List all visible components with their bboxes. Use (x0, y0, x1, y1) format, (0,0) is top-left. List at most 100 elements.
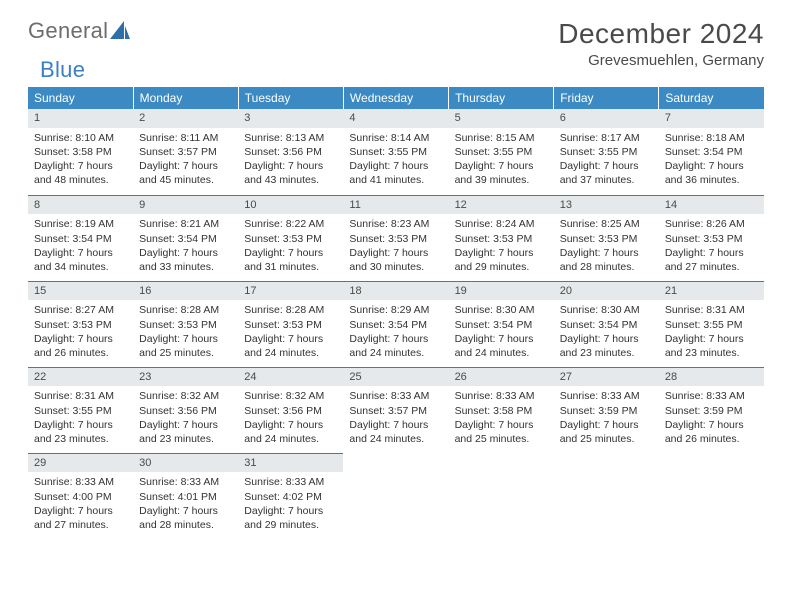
day-body: Sunrise: 8:14 AMSunset: 3:55 PMDaylight:… (343, 128, 448, 192)
day-cell: 17Sunrise: 8:28 AMSunset: 3:53 PMDayligh… (238, 281, 343, 367)
table-row: 1Sunrise: 8:10 AMSunset: 3:58 PMDaylight… (28, 109, 764, 195)
day-cell: 27Sunrise: 8:33 AMSunset: 3:59 PMDayligh… (554, 367, 659, 453)
day-body: Sunrise: 8:30 AMSunset: 3:54 PMDaylight:… (554, 300, 659, 364)
day-number: 9 (133, 196, 238, 215)
day-body: Sunrise: 8:13 AMSunset: 3:56 PMDaylight:… (238, 128, 343, 192)
day-cell: 15Sunrise: 8:27 AMSunset: 3:53 PMDayligh… (28, 281, 133, 367)
day-body: Sunrise: 8:25 AMSunset: 3:53 PMDaylight:… (554, 214, 659, 278)
day-number: 19 (449, 282, 554, 301)
calendar-page: General December 2024 Grevesmuehlen, Ger… (0, 0, 792, 549)
day-number: 25 (343, 368, 448, 387)
day-cell: 23Sunrise: 8:32 AMSunset: 3:56 PMDayligh… (133, 367, 238, 453)
title-block: December 2024 Grevesmuehlen, Germany (558, 18, 764, 69)
day-cell: 30Sunrise: 8:33 AMSunset: 4:01 PMDayligh… (133, 453, 238, 539)
logo: General (28, 18, 132, 44)
day-cell: 24Sunrise: 8:32 AMSunset: 3:56 PMDayligh… (238, 367, 343, 453)
day-number: 13 (554, 196, 659, 215)
day-body: Sunrise: 8:33 AMSunset: 4:02 PMDaylight:… (238, 472, 343, 536)
day-number: 18 (343, 282, 448, 301)
table-row: 29Sunrise: 8:33 AMSunset: 4:00 PMDayligh… (28, 453, 764, 539)
day-cell (659, 453, 764, 539)
day-body: Sunrise: 8:28 AMSunset: 3:53 PMDaylight:… (238, 300, 343, 364)
day-body: Sunrise: 8:32 AMSunset: 3:56 PMDaylight:… (238, 386, 343, 450)
day-body: Sunrise: 8:24 AMSunset: 3:53 PMDaylight:… (449, 214, 554, 278)
day-body: Sunrise: 8:29 AMSunset: 3:54 PMDaylight:… (343, 300, 448, 364)
day-number: 21 (659, 282, 764, 301)
day-number: 2 (133, 109, 238, 128)
day-body: Sunrise: 8:28 AMSunset: 3:53 PMDaylight:… (133, 300, 238, 364)
day-cell (449, 453, 554, 539)
day-number: 5 (449, 109, 554, 128)
day-body: Sunrise: 8:33 AMSunset: 3:59 PMDaylight:… (659, 386, 764, 450)
day-body: Sunrise: 8:31 AMSunset: 3:55 PMDaylight:… (659, 300, 764, 364)
table-row: 15Sunrise: 8:27 AMSunset: 3:53 PMDayligh… (28, 281, 764, 367)
day-body: Sunrise: 8:32 AMSunset: 3:56 PMDaylight:… (133, 386, 238, 450)
day-cell: 10Sunrise: 8:22 AMSunset: 3:53 PMDayligh… (238, 195, 343, 281)
table-row: 8Sunrise: 8:19 AMSunset: 3:54 PMDaylight… (28, 195, 764, 281)
day-body: Sunrise: 8:21 AMSunset: 3:54 PMDaylight:… (133, 214, 238, 278)
day-cell: 12Sunrise: 8:24 AMSunset: 3:53 PMDayligh… (449, 195, 554, 281)
day-cell: 28Sunrise: 8:33 AMSunset: 3:59 PMDayligh… (659, 367, 764, 453)
day-number: 29 (28, 454, 133, 473)
day-number: 6 (554, 109, 659, 128)
day-body: Sunrise: 8:11 AMSunset: 3:57 PMDaylight:… (133, 128, 238, 192)
col-thursday: Thursday (449, 87, 554, 109)
day-number: 3 (238, 109, 343, 128)
day-body: Sunrise: 8:27 AMSunset: 3:53 PMDaylight:… (28, 300, 133, 364)
day-cell: 2Sunrise: 8:11 AMSunset: 3:57 PMDaylight… (133, 109, 238, 195)
day-number: 17 (238, 282, 343, 301)
day-number: 27 (554, 368, 659, 387)
day-number: 12 (449, 196, 554, 215)
day-number: 16 (133, 282, 238, 301)
day-body: Sunrise: 8:26 AMSunset: 3:53 PMDaylight:… (659, 214, 764, 278)
day-number: 8 (28, 196, 133, 215)
day-cell: 29Sunrise: 8:33 AMSunset: 4:00 PMDayligh… (28, 453, 133, 539)
day-body: Sunrise: 8:22 AMSunset: 3:53 PMDaylight:… (238, 214, 343, 278)
day-body: Sunrise: 8:31 AMSunset: 3:55 PMDaylight:… (28, 386, 133, 450)
day-number: 26 (449, 368, 554, 387)
day-cell: 20Sunrise: 8:30 AMSunset: 3:54 PMDayligh… (554, 281, 659, 367)
day-body: Sunrise: 8:30 AMSunset: 3:54 PMDaylight:… (449, 300, 554, 364)
day-body: Sunrise: 8:33 AMSunset: 3:58 PMDaylight:… (449, 386, 554, 450)
day-number: 4 (343, 109, 448, 128)
day-body: Sunrise: 8:23 AMSunset: 3:53 PMDaylight:… (343, 214, 448, 278)
col-friday: Friday (554, 87, 659, 109)
day-number: 20 (554, 282, 659, 301)
col-tuesday: Tuesday (238, 87, 343, 109)
day-number: 28 (659, 368, 764, 387)
day-number: 24 (238, 368, 343, 387)
day-body: Sunrise: 8:17 AMSunset: 3:55 PMDaylight:… (554, 128, 659, 192)
day-cell: 6Sunrise: 8:17 AMSunset: 3:55 PMDaylight… (554, 109, 659, 195)
day-cell: 18Sunrise: 8:29 AMSunset: 3:54 PMDayligh… (343, 281, 448, 367)
table-row: 22Sunrise: 8:31 AMSunset: 3:55 PMDayligh… (28, 367, 764, 453)
calendar-table: Sunday Monday Tuesday Wednesday Thursday… (28, 87, 764, 539)
day-cell: 9Sunrise: 8:21 AMSunset: 3:54 PMDaylight… (133, 195, 238, 281)
day-cell: 4Sunrise: 8:14 AMSunset: 3:55 PMDaylight… (343, 109, 448, 195)
day-body: Sunrise: 8:10 AMSunset: 3:58 PMDaylight:… (28, 128, 133, 192)
day-number: 14 (659, 196, 764, 215)
day-body: Sunrise: 8:33 AMSunset: 4:00 PMDaylight:… (28, 472, 133, 536)
day-number: 31 (238, 454, 343, 473)
col-sunday: Sunday (28, 87, 133, 109)
day-body: Sunrise: 8:33 AMSunset: 3:57 PMDaylight:… (343, 386, 448, 450)
day-cell: 5Sunrise: 8:15 AMSunset: 3:55 PMDaylight… (449, 109, 554, 195)
day-cell (343, 453, 448, 539)
month-title: December 2024 (558, 18, 764, 50)
day-number: 30 (133, 454, 238, 473)
day-cell: 7Sunrise: 8:18 AMSunset: 3:54 PMDaylight… (659, 109, 764, 195)
day-body: Sunrise: 8:33 AMSunset: 3:59 PMDaylight:… (554, 386, 659, 450)
day-cell: 11Sunrise: 8:23 AMSunset: 3:53 PMDayligh… (343, 195, 448, 281)
day-cell (554, 453, 659, 539)
day-number: 10 (238, 196, 343, 215)
day-number: 1 (28, 109, 133, 128)
day-number: 11 (343, 196, 448, 215)
col-wednesday: Wednesday (343, 87, 448, 109)
day-cell: 22Sunrise: 8:31 AMSunset: 3:55 PMDayligh… (28, 367, 133, 453)
day-cell: 1Sunrise: 8:10 AMSunset: 3:58 PMDaylight… (28, 109, 133, 195)
day-header-row: Sunday Monday Tuesday Wednesday Thursday… (28, 87, 764, 109)
logo-text-2: Blue (40, 57, 85, 83)
day-body: Sunrise: 8:18 AMSunset: 3:54 PMDaylight:… (659, 128, 764, 192)
day-number: 22 (28, 368, 133, 387)
day-cell: 3Sunrise: 8:13 AMSunset: 3:56 PMDaylight… (238, 109, 343, 195)
day-cell: 16Sunrise: 8:28 AMSunset: 3:53 PMDayligh… (133, 281, 238, 367)
